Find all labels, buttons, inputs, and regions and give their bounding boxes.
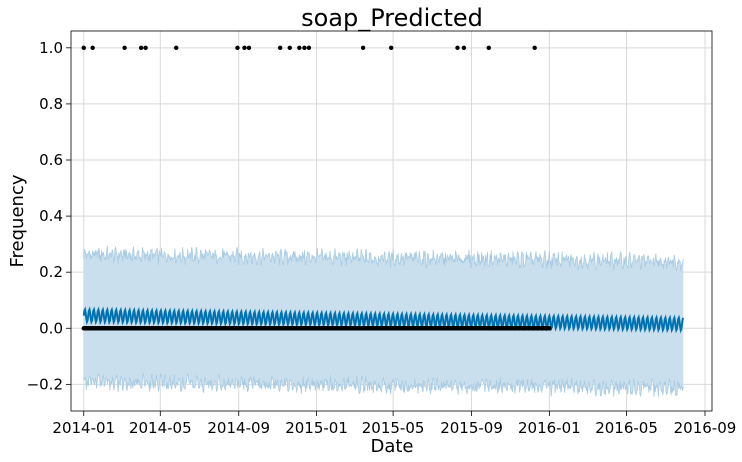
data-point bbox=[455, 45, 460, 51]
forecast-line bbox=[82, 306, 685, 334]
y-tick-label: 0.6 bbox=[39, 151, 63, 169]
data-point bbox=[138, 45, 144, 51]
x-tick-label: 2016-01 bbox=[518, 419, 581, 437]
data-point bbox=[246, 45, 252, 51]
y-tick-label: 1.0 bbox=[39, 39, 63, 57]
upper-bound-line bbox=[83, 245, 684, 272]
data-point bbox=[547, 326, 552, 331]
y-tick-label: 0.0 bbox=[39, 319, 63, 337]
data-point bbox=[174, 45, 179, 51]
data-point bbox=[143, 45, 148, 51]
data-point bbox=[360, 45, 366, 51]
x-tick-label: 2014-01 bbox=[52, 419, 115, 437]
data-point bbox=[486, 45, 491, 51]
chart-title: soap_Predicted bbox=[301, 4, 483, 32]
x-tick-label: 2016-09 bbox=[674, 419, 737, 437]
x-tick-label: 2016-05 bbox=[595, 419, 658, 437]
y-axis-label: Frequency bbox=[7, 174, 28, 267]
data-point bbox=[235, 45, 240, 51]
x-axis-label: Date bbox=[370, 436, 413, 457]
lower-bound-line bbox=[83, 372, 684, 397]
plot-frame bbox=[70, 30, 713, 412]
data-point bbox=[306, 45, 312, 51]
x-axis-ticks: 2014-01 2014-05 2014-09 2015-01 2015-05 2015-… bbox=[52, 411, 736, 437]
data-point bbox=[278, 45, 283, 51]
y-tick-label: 0.4 bbox=[39, 207, 63, 225]
y-axis-ticks: −0.2 0.0 0.2 0.4 0.6 0.8 1.0 bbox=[27, 39, 71, 393]
x-tick-label: 2014-05 bbox=[129, 419, 192, 437]
data-point bbox=[287, 45, 292, 51]
data-point bbox=[90, 45, 95, 51]
data-point bbox=[388, 45, 394, 51]
data-point bbox=[122, 45, 127, 51]
yhat-line bbox=[82, 306, 685, 334]
data-point bbox=[242, 45, 247, 51]
x-tick-label: 2015-05 bbox=[362, 419, 425, 437]
y-tick-label: −0.2 bbox=[27, 375, 63, 393]
data-point bbox=[532, 45, 537, 51]
x-tick-label: 2014-09 bbox=[207, 419, 270, 437]
data-point bbox=[297, 45, 302, 51]
data-point bbox=[302, 45, 307, 51]
data-point bbox=[81, 45, 86, 51]
y-tick-label: 0.2 bbox=[39, 263, 63, 281]
x-tick-label: 2015-09 bbox=[440, 419, 503, 437]
y-tick-label: 0.8 bbox=[39, 95, 63, 113]
observed-points bbox=[81, 45, 552, 331]
x-tick-label: 2015-01 bbox=[285, 419, 348, 437]
data-point bbox=[461, 45, 467, 51]
